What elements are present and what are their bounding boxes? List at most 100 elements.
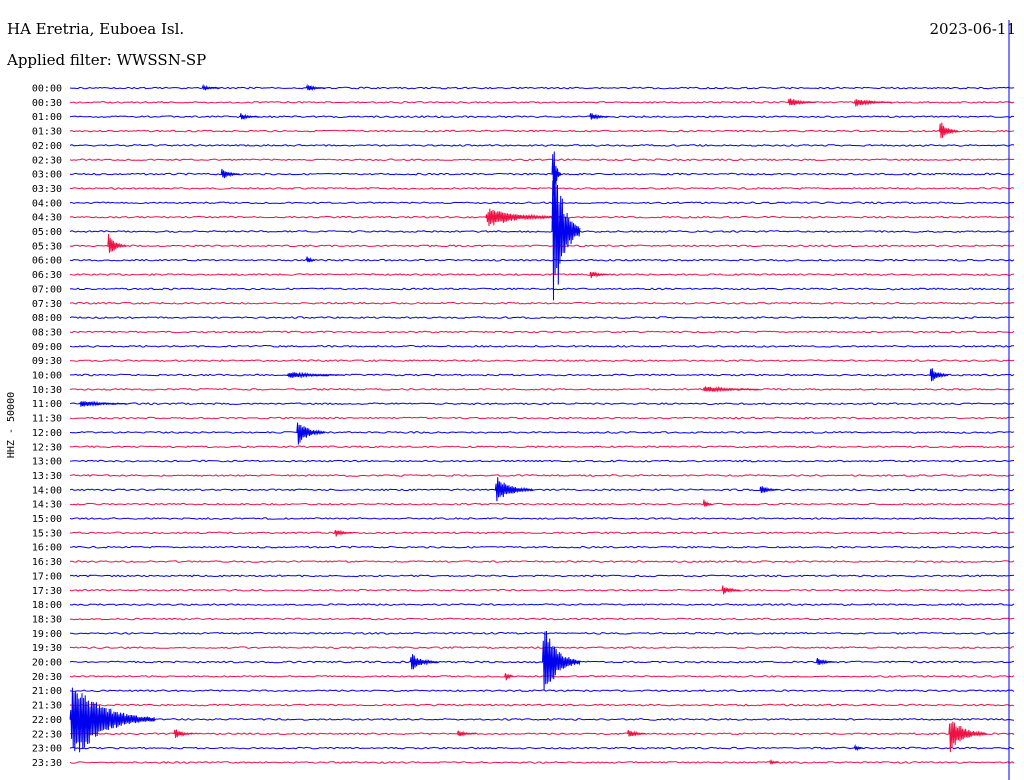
- row-label: 06:00: [32, 256, 62, 267]
- trace-line: [69, 129, 1015, 133]
- row-label: 14:00: [32, 485, 62, 496]
- row-label: 10:00: [32, 371, 62, 382]
- trace-line: [69, 660, 1015, 664]
- row-label: 05:00: [32, 227, 62, 238]
- row-label: 23:30: [32, 758, 62, 769]
- row-label: 22:00: [32, 715, 62, 726]
- event-burst: [759, 486, 779, 494]
- event-burst: [107, 233, 127, 253]
- row-label: 03:30: [32, 184, 62, 195]
- trace-line: [69, 502, 1015, 506]
- trace-line: [69, 574, 1015, 578]
- trace-line: [69, 431, 1015, 434]
- event-burst: [938, 122, 959, 139]
- row-label: 01:00: [32, 112, 62, 123]
- row-label: 01:30: [32, 127, 62, 138]
- trace-line: [69, 488, 1015, 492]
- traces: [69, 86, 1015, 764]
- event-burst: [787, 98, 817, 106]
- events: [69, 83, 987, 765]
- trace-line: [69, 445, 1015, 449]
- trace-line: [69, 545, 1015, 549]
- row-label: 21:00: [32, 686, 62, 697]
- row-label: 21:30: [32, 701, 62, 712]
- event-burst: [948, 721, 987, 753]
- trace-line: [69, 517, 1015, 520]
- row-label: 10:30: [32, 385, 62, 396]
- trace-line: [69, 416, 1015, 420]
- record-date: 2023-06-11: [929, 20, 1016, 38]
- station-title: HA Eretria, Euboea Isl.: [7, 20, 185, 38]
- trace-line: [69, 617, 1015, 621]
- trace-line: [69, 158, 1015, 162]
- event-burst: [286, 371, 344, 379]
- trace-line: [69, 603, 1015, 606]
- row-label: 22:30: [32, 729, 62, 740]
- trace-line: [69, 287, 1015, 291]
- trace-line: [69, 746, 1015, 750]
- trace-line: [69, 273, 1015, 276]
- row-label: 08:30: [32, 327, 62, 338]
- trace-line: [70, 717, 1015, 721]
- row-labels: 00:00 00:30 01:00 01:30 02:00 02:30 03:00 03:30…: [32, 84, 62, 769]
- trace-line: [69, 689, 1015, 693]
- event-burst: [853, 743, 864, 752]
- row-label: 19:00: [32, 629, 62, 640]
- event-burst: [485, 208, 562, 227]
- row-label: 06:30: [32, 270, 62, 281]
- row-label: 11:30: [32, 414, 62, 425]
- event-burst: [768, 759, 779, 765]
- trace-line: [69, 588, 1015, 592]
- trace-line: [69, 474, 1015, 477]
- event-burst: [494, 477, 534, 502]
- row-label: 12:30: [32, 442, 62, 453]
- row-label: 11:00: [32, 399, 62, 410]
- trace-line: [69, 143, 1015, 147]
- y-axis-label: HHZ - 50000: [6, 392, 17, 458]
- event-burst: [305, 256, 316, 263]
- trace-line: [69, 761, 1015, 764]
- event-burst: [201, 83, 221, 92]
- row-label: 16:30: [32, 557, 62, 568]
- trace-line: [69, 703, 1015, 707]
- row-label: 17:00: [32, 571, 62, 582]
- trace-line: [69, 230, 1014, 233]
- row-label: 02:00: [32, 141, 62, 152]
- event-burst: [334, 529, 354, 537]
- event-burst: [504, 673, 514, 681]
- trace-line: [69, 115, 1015, 119]
- trace-line: [69, 402, 1015, 406]
- row-label: 00:30: [32, 98, 62, 109]
- trace-line: [69, 732, 1015, 736]
- event-burst: [409, 654, 439, 670]
- event-burst: [702, 385, 760, 393]
- row-label: 12:00: [32, 428, 62, 439]
- event-burst: [542, 630, 581, 690]
- trace-line: [69, 187, 1015, 190]
- row-label: 19:30: [32, 643, 62, 654]
- event-burst: [305, 83, 325, 91]
- trace-line: [69, 560, 1015, 563]
- event-burst: [173, 729, 193, 739]
- row-label: 02:30: [32, 155, 62, 166]
- trace-line: [69, 258, 1015, 262]
- row-label: 13:30: [32, 471, 62, 482]
- trace-line: [70, 631, 1015, 635]
- row-label: 15:00: [32, 514, 62, 525]
- event-burst: [589, 271, 609, 279]
- event-burst: [929, 368, 949, 382]
- trace-line: [69, 316, 1015, 319]
- row-label: 17:30: [32, 586, 62, 597]
- event-burst: [589, 113, 609, 120]
- row-label: 05:30: [32, 241, 62, 252]
- trace-line: [69, 388, 1015, 391]
- row-label: 03:00: [32, 170, 62, 181]
- trace-line: [69, 301, 1015, 305]
- trace-line: [69, 330, 1015, 334]
- row-label: 16:00: [32, 543, 62, 554]
- event-burst: [816, 657, 836, 666]
- row-label: 20:30: [32, 672, 62, 683]
- trace-line: [69, 373, 1015, 377]
- event-burst: [721, 585, 741, 595]
